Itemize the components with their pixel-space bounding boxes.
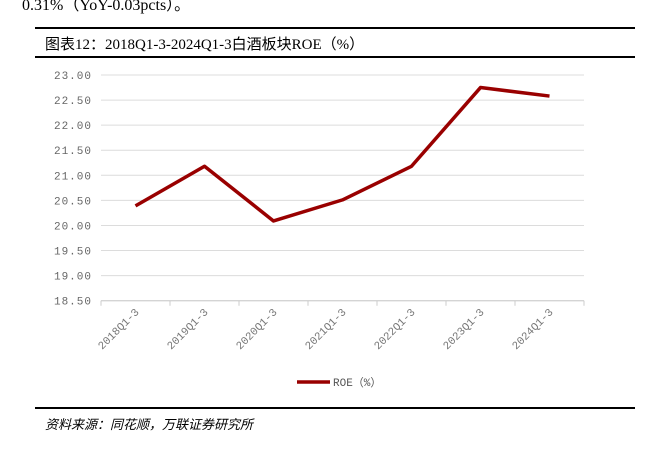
source-note: 资料来源：同花顺，万联证券研究所 (45, 417, 254, 432)
x-tick-label: 2023Q1-3 (441, 307, 487, 353)
title-top-rule (35, 27, 635, 29)
y-tick-label: 20.00 (54, 221, 92, 233)
y-tick-label: 21.50 (54, 146, 92, 158)
x-tick-label: 2020Q1-3 (234, 307, 280, 353)
x-tick-label: 2024Q1-3 (510, 307, 556, 353)
y-tick-label: 19.50 (54, 247, 92, 259)
y-tick-label: 22.50 (54, 96, 92, 108)
x-tick-label: 2021Q1-3 (303, 307, 349, 353)
legend-label: ROE（%） (333, 376, 381, 390)
title-bottom-rule (35, 56, 635, 58)
figure-title: 图表12：2018Q1-3-2024Q1-3白酒板块ROE（%） (45, 37, 365, 53)
y-tick-label: 20.50 (54, 196, 92, 208)
x-tick-label: 2019Q1-3 (165, 307, 211, 353)
y-tick-label: 23.00 (54, 71, 92, 83)
y-tick-label: 21.00 (54, 171, 92, 183)
source-rule (35, 407, 635, 409)
y-tick-label: 18.50 (54, 297, 92, 309)
series-line (134, 85, 550, 223)
body-text-fragment: 0.31%（YoY-0.03pcts）。 (22, 0, 191, 14)
y-tick-label: 22.00 (54, 121, 92, 133)
x-tick-label: 2018Q1-3 (96, 307, 142, 353)
x-tick-label: 2022Q1-3 (372, 307, 418, 353)
y-tick-label: 19.00 (54, 272, 92, 284)
